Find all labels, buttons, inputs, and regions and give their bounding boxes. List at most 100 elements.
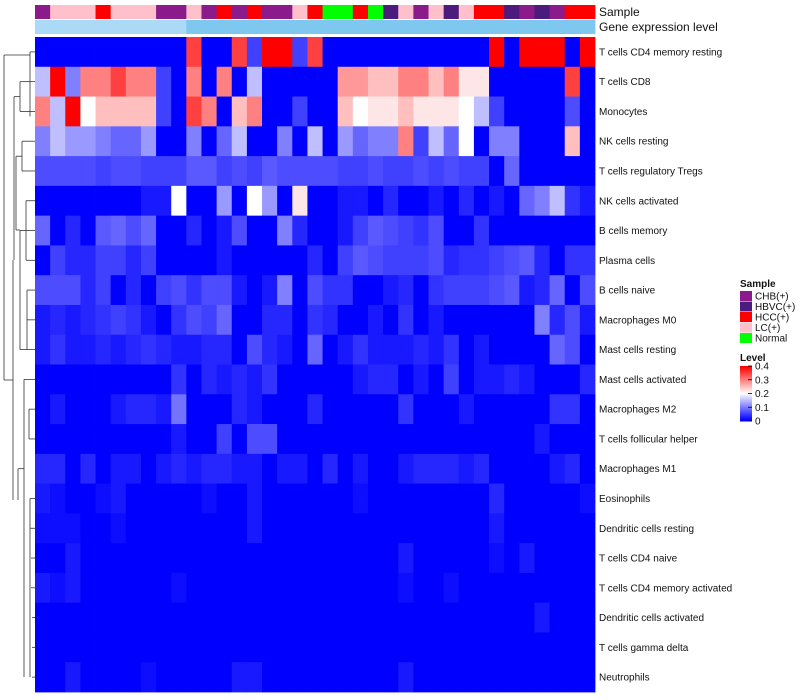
heatmap-cell <box>398 632 414 663</box>
heatmap-cell <box>579 37 596 68</box>
heatmap-cell <box>322 126 339 157</box>
heatmap-cell <box>579 185 596 217</box>
heatmap-cell <box>156 215 172 246</box>
heatmap-cell <box>292 513 308 544</box>
row-label: Dendritic cells resting <box>599 524 694 535</box>
heatmap-cell <box>519 572 535 604</box>
heatmap-cell <box>367 66 384 97</box>
heatmap-cell <box>534 37 550 68</box>
heatmap-cell <box>489 126 505 157</box>
heatmap-cell <box>489 275 505 306</box>
heatmap-cell <box>413 156 429 187</box>
heatmap-cell <box>125 364 142 395</box>
heatmap-cell <box>549 126 566 157</box>
heatmap-cell <box>140 37 157 68</box>
heatmap-cell <box>413 424 429 455</box>
heatmap-cell <box>504 37 520 68</box>
sample-annotation-cell <box>216 5 233 19</box>
heatmap-cell <box>564 96 581 127</box>
heatmap-cell <box>277 66 293 97</box>
heatmap-cell <box>413 215 429 246</box>
heatmap-cell <box>35 424 51 455</box>
level-gradient-step <box>740 397 752 400</box>
heatmap-cell <box>277 96 293 127</box>
heatmap-cell <box>292 572 308 604</box>
heatmap-cell <box>534 185 550 217</box>
heatmap-cell <box>443 215 460 246</box>
sample-annotation-cell <box>337 5 354 19</box>
heatmap-cell <box>80 126 96 157</box>
heatmap-cell <box>186 662 202 693</box>
expression-annotation-cell <box>65 20 81 34</box>
heatmap-cell <box>171 245 187 276</box>
row-label: Mast cells resting <box>599 345 676 356</box>
heatmap-cell <box>186 334 202 365</box>
heatmap-cell <box>428 334 445 365</box>
heatmap-cell <box>95 304 112 336</box>
heatmap-cell <box>367 424 384 455</box>
heatmap-cell <box>367 37 384 68</box>
heatmap-cell <box>125 126 142 157</box>
heatmap-cell <box>322 394 339 425</box>
heatmap-cell <box>110 215 127 246</box>
heatmap-cell <box>246 96 263 127</box>
heatmap-cell <box>216 304 233 336</box>
heatmap-cell <box>95 424 112 455</box>
heatmap-cell <box>50 185 66 217</box>
heatmap-cell <box>398 602 414 633</box>
heatmap-cell <box>352 334 369 365</box>
heatmap-cell <box>458 304 475 336</box>
heatmap-cell <box>519 66 535 97</box>
heatmap-cell <box>277 632 293 663</box>
heatmap-cell <box>231 37 248 68</box>
heatmap-cell <box>262 37 278 68</box>
heatmap-cell <box>504 245 520 276</box>
heatmap-cell <box>95 483 112 514</box>
heatmap-cell <box>443 304 460 336</box>
heatmap-cell <box>489 156 505 187</box>
heatmap-cell <box>398 185 414 217</box>
heatmap-cell <box>428 126 445 157</box>
expression-annotation-cell <box>337 20 354 34</box>
heatmap-cell <box>156 424 172 455</box>
heatmap-cell <box>579 215 596 246</box>
heatmap-cell <box>307 37 323 68</box>
heatmap-cell <box>307 126 323 157</box>
sample-annotation-cell <box>443 5 460 19</box>
heatmap-cell <box>443 275 460 306</box>
heatmap-cell <box>231 66 248 97</box>
row-label: T cells follicular helper <box>599 434 698 445</box>
heatmap-cell <box>201 37 218 68</box>
heatmap-cell <box>95 156 112 187</box>
heatmap-cell <box>398 126 414 157</box>
heatmap-cell <box>201 156 218 187</box>
heatmap-cell <box>307 513 323 544</box>
heatmap-cell <box>292 156 308 187</box>
heatmap-cell <box>534 66 550 97</box>
heatmap-cell <box>307 453 323 484</box>
heatmap-cell <box>534 483 550 514</box>
heatmap-cell <box>186 632 202 663</box>
heatmap-cell <box>489 245 505 276</box>
heatmap-cell <box>398 275 414 306</box>
heatmap-cell <box>549 96 566 127</box>
heatmap-cell <box>80 662 96 693</box>
heatmap-cell <box>262 602 278 633</box>
heatmap-cell <box>549 185 566 217</box>
heatmap-cell <box>322 632 339 663</box>
heatmap-cell <box>504 424 520 455</box>
heatmap-cell <box>156 275 172 306</box>
heatmap-cell <box>352 483 369 514</box>
heatmap-cell <box>367 334 384 365</box>
heatmap-cell <box>383 453 399 484</box>
heatmap-cell <box>352 364 369 395</box>
heatmap-cell <box>367 364 384 395</box>
heatmap-cell <box>564 304 581 336</box>
heatmap-cell <box>383 126 399 157</box>
heatmap-cell <box>337 126 354 157</box>
heatmap-cell <box>201 66 218 97</box>
heatmap-cell <box>231 96 248 127</box>
heatmap-cell <box>579 572 596 604</box>
